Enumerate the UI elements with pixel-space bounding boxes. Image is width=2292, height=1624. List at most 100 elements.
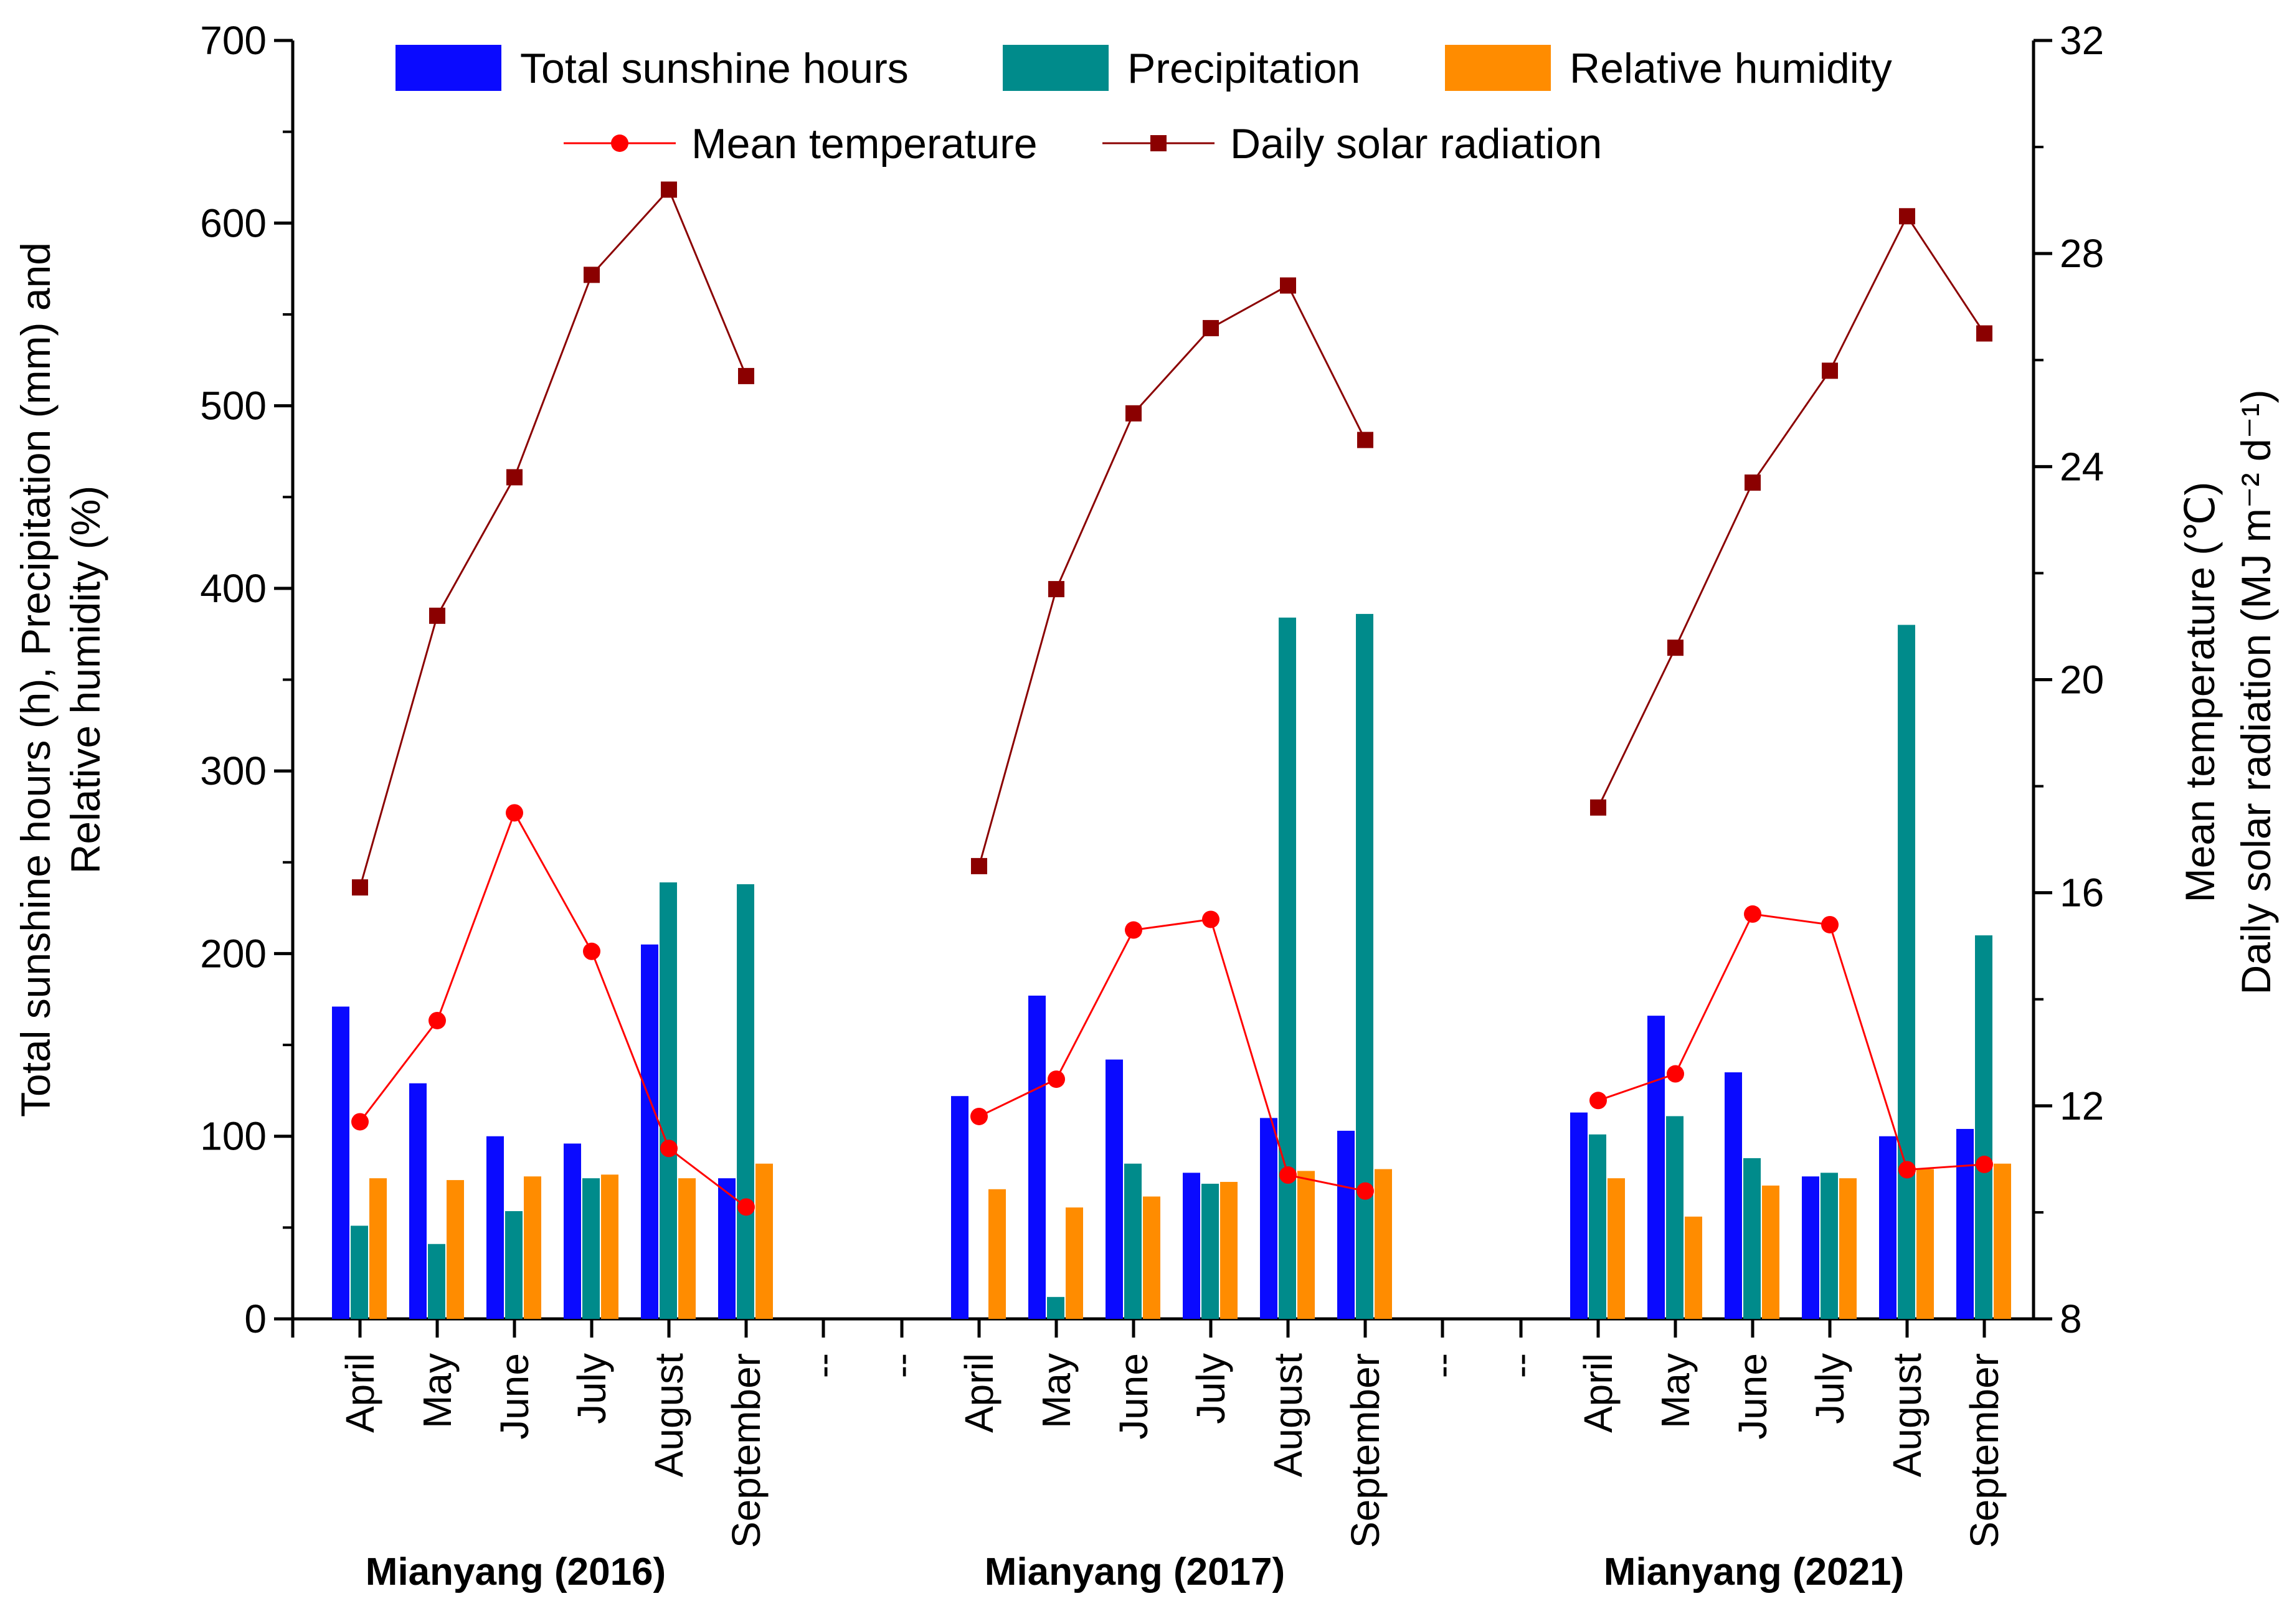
right-tick-label: 12 <box>2060 1083 2104 1128</box>
left-tick-label: 500 <box>200 384 267 428</box>
precipitation-bar <box>1047 1296 1064 1319</box>
mean-temperature-point <box>1589 1092 1607 1110</box>
mean-temperature-point <box>1357 1182 1374 1200</box>
mean-temperature-point <box>506 804 523 822</box>
separator-label: -- <box>1421 1353 1463 1378</box>
sunshine-hours-bar <box>1106 1059 1123 1319</box>
relative-humidity-bar <box>1066 1207 1083 1319</box>
sunshine-hours-bar <box>486 1136 504 1319</box>
daily-solar-radiation-point <box>1203 319 1219 336</box>
month-label: June <box>1730 1353 1775 1440</box>
legend-swatch <box>1003 45 1109 91</box>
daily-solar-radiation-point <box>738 367 754 384</box>
sunshine-hours-bar <box>1647 1016 1665 1319</box>
daily-solar-radiation-point <box>1667 640 1683 656</box>
mean-temperature-line <box>978 918 1366 1192</box>
daily-solar-radiation-line <box>359 187 747 888</box>
sunshine-hours-bar <box>409 1083 427 1319</box>
daily-solar-radiation-point <box>1357 432 1373 448</box>
daily-solar-radiation-line <box>1597 214 1986 808</box>
relative-humidity-bar <box>1839 1178 1857 1319</box>
precipitation-bar <box>582 1178 600 1319</box>
legend-marker <box>1150 135 1167 151</box>
daily-solar-radiation-point <box>506 469 523 486</box>
relative-humidity-bar <box>1994 1163 2011 1319</box>
right-tick-label: 16 <box>2060 871 2104 915</box>
daily-solar-radiation-point <box>1745 474 1761 491</box>
sunshine-hours-bar <box>1028 995 1046 1319</box>
daily-solar-radiation-point <box>429 607 445 624</box>
sunshine-hours-bar <box>641 944 658 1319</box>
month-label: September <box>724 1353 769 1548</box>
sunshine-hours-bar <box>951 1096 968 1319</box>
left-tick-label: 400 <box>200 566 267 611</box>
month-label: May <box>1034 1353 1079 1428</box>
legend-label: Total sunshine hours <box>520 45 909 92</box>
month-label: August <box>1885 1353 1930 1477</box>
right-tick-label: 8 <box>2060 1296 2082 1341</box>
precipitation-bar <box>1975 935 1992 1319</box>
legend-label: Daily solar radiation <box>1230 120 1602 168</box>
mean-temperature-point <box>1744 905 1761 923</box>
month-label: September <box>1962 1353 2007 1548</box>
left-tick-label: 0 <box>244 1296 267 1341</box>
daily-solar-radiation-point <box>1048 581 1064 598</box>
precipitation-bar <box>1201 1183 1219 1319</box>
legend-swatch <box>395 45 501 91</box>
daily-solar-radiation-point <box>1590 799 1606 816</box>
daily-solar-radiation-line <box>978 284 1366 867</box>
line-marks <box>351 181 1993 1216</box>
separator-label: -- <box>1500 1353 1541 1378</box>
legend-label: Mean temperature <box>691 120 1038 168</box>
mean-temperature-point <box>351 1113 369 1131</box>
sunshine-hours-bar <box>1956 1128 1974 1319</box>
relative-humidity-bar <box>369 1178 387 1319</box>
mean-temperature-point <box>429 1011 446 1029</box>
left-tick-label: 300 <box>200 748 267 793</box>
precipitation-bar <box>1124 1163 1142 1319</box>
precipitation-bar <box>660 882 677 1319</box>
sunshine-hours-bar <box>1260 1118 1277 1319</box>
sunshine-hours-bar <box>564 1143 581 1319</box>
precipitation-bar <box>737 884 754 1319</box>
month-label: May <box>415 1353 460 1428</box>
right-tick-label: 24 <box>2060 444 2104 489</box>
right-tick-label: 20 <box>2060 658 2104 702</box>
sunshine-hours-bar <box>1570 1112 1588 1319</box>
group-label: Mianyang (2016) <box>366 1551 666 1593</box>
precipitation-bar <box>1356 613 1373 1319</box>
group-label: Mianyang (2021) <box>1604 1551 1904 1593</box>
month-label: July <box>1807 1353 1852 1424</box>
right-axis: 8 12 16 20 24 28 32 Mean temperature (℃) Daily s… <box>2034 18 2279 1341</box>
precipitation-bar <box>1589 1134 1606 1319</box>
left-axis-title: Total sunshine hours (h), Precipitation … <box>12 242 108 1117</box>
daily-solar-radiation-point <box>1976 325 1992 342</box>
month-label: June <box>492 1353 537 1440</box>
month-label: April <box>1576 1353 1621 1433</box>
separator-label: -- <box>881 1353 922 1378</box>
sunshine-hours-bar <box>1879 1136 1897 1319</box>
daily-solar-radiation-point <box>1899 208 1915 225</box>
mean-temperature-point <box>583 942 600 960</box>
right-tick-label: 28 <box>2060 231 2104 276</box>
left-tick-label: 600 <box>200 201 267 245</box>
daily-solar-radiation-point <box>971 857 987 874</box>
plot-frame <box>291 40 2035 1321</box>
mean-temperature-point <box>970 1107 988 1125</box>
mean-temperature-line <box>359 810 747 1208</box>
mean-temperature-point <box>660 1140 678 1158</box>
sunshine-hours-bar <box>1337 1130 1355 1319</box>
left-tick-label: 100 <box>200 1114 267 1159</box>
daily-solar-radiation-point <box>1280 277 1296 294</box>
precipitation-bar <box>1279 617 1296 1319</box>
relative-humidity-bar <box>1143 1196 1160 1319</box>
separator-label: -- <box>802 1353 844 1378</box>
mean-temperature-point <box>1667 1065 1684 1083</box>
daily-solar-radiation-point <box>1125 405 1142 422</box>
mean-temperature-point <box>1202 910 1219 928</box>
relative-humidity-bar <box>1916 1169 1934 1319</box>
month-label: May <box>1653 1353 1698 1428</box>
daily-solar-radiation-point <box>584 267 600 283</box>
month-label: August <box>646 1353 691 1477</box>
